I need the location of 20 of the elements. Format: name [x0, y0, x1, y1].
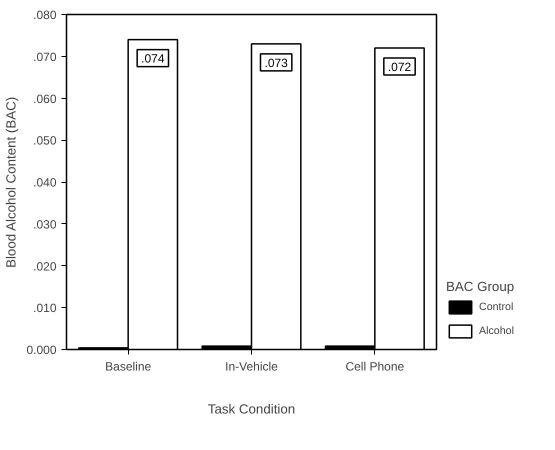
y-tick-label: .010	[33, 301, 57, 316]
legend-label: Control	[479, 301, 514, 313]
y-tick-label: 0.000	[26, 343, 57, 357]
x-tick-label: In-Vehicle	[225, 360, 278, 374]
x-axis-title: Task Condition	[208, 402, 296, 416]
y-tick-label: .050	[33, 134, 57, 148]
y-axis-title: Blood Alcohol Content (BAC)	[3, 96, 18, 268]
y-tick-label: .060	[33, 92, 57, 106]
y-tick-label: .080	[33, 8, 57, 22]
data-label: .074	[141, 52, 165, 66]
x-tick-label: Cell Phone	[345, 360, 405, 374]
y-tick-label: .070	[33, 50, 57, 64]
y-tick-label: .020	[33, 259, 57, 274]
y-tick-label: .040	[33, 176, 57, 190]
legend-label: Alcohol	[479, 325, 514, 337]
data-label: .073	[264, 56, 288, 70]
x-tick-label: Baseline	[105, 360, 152, 374]
y-tick-label: .030	[33, 217, 57, 232]
legend-title: BAC Group	[446, 279, 514, 294]
data-label: .072	[388, 60, 412, 74]
